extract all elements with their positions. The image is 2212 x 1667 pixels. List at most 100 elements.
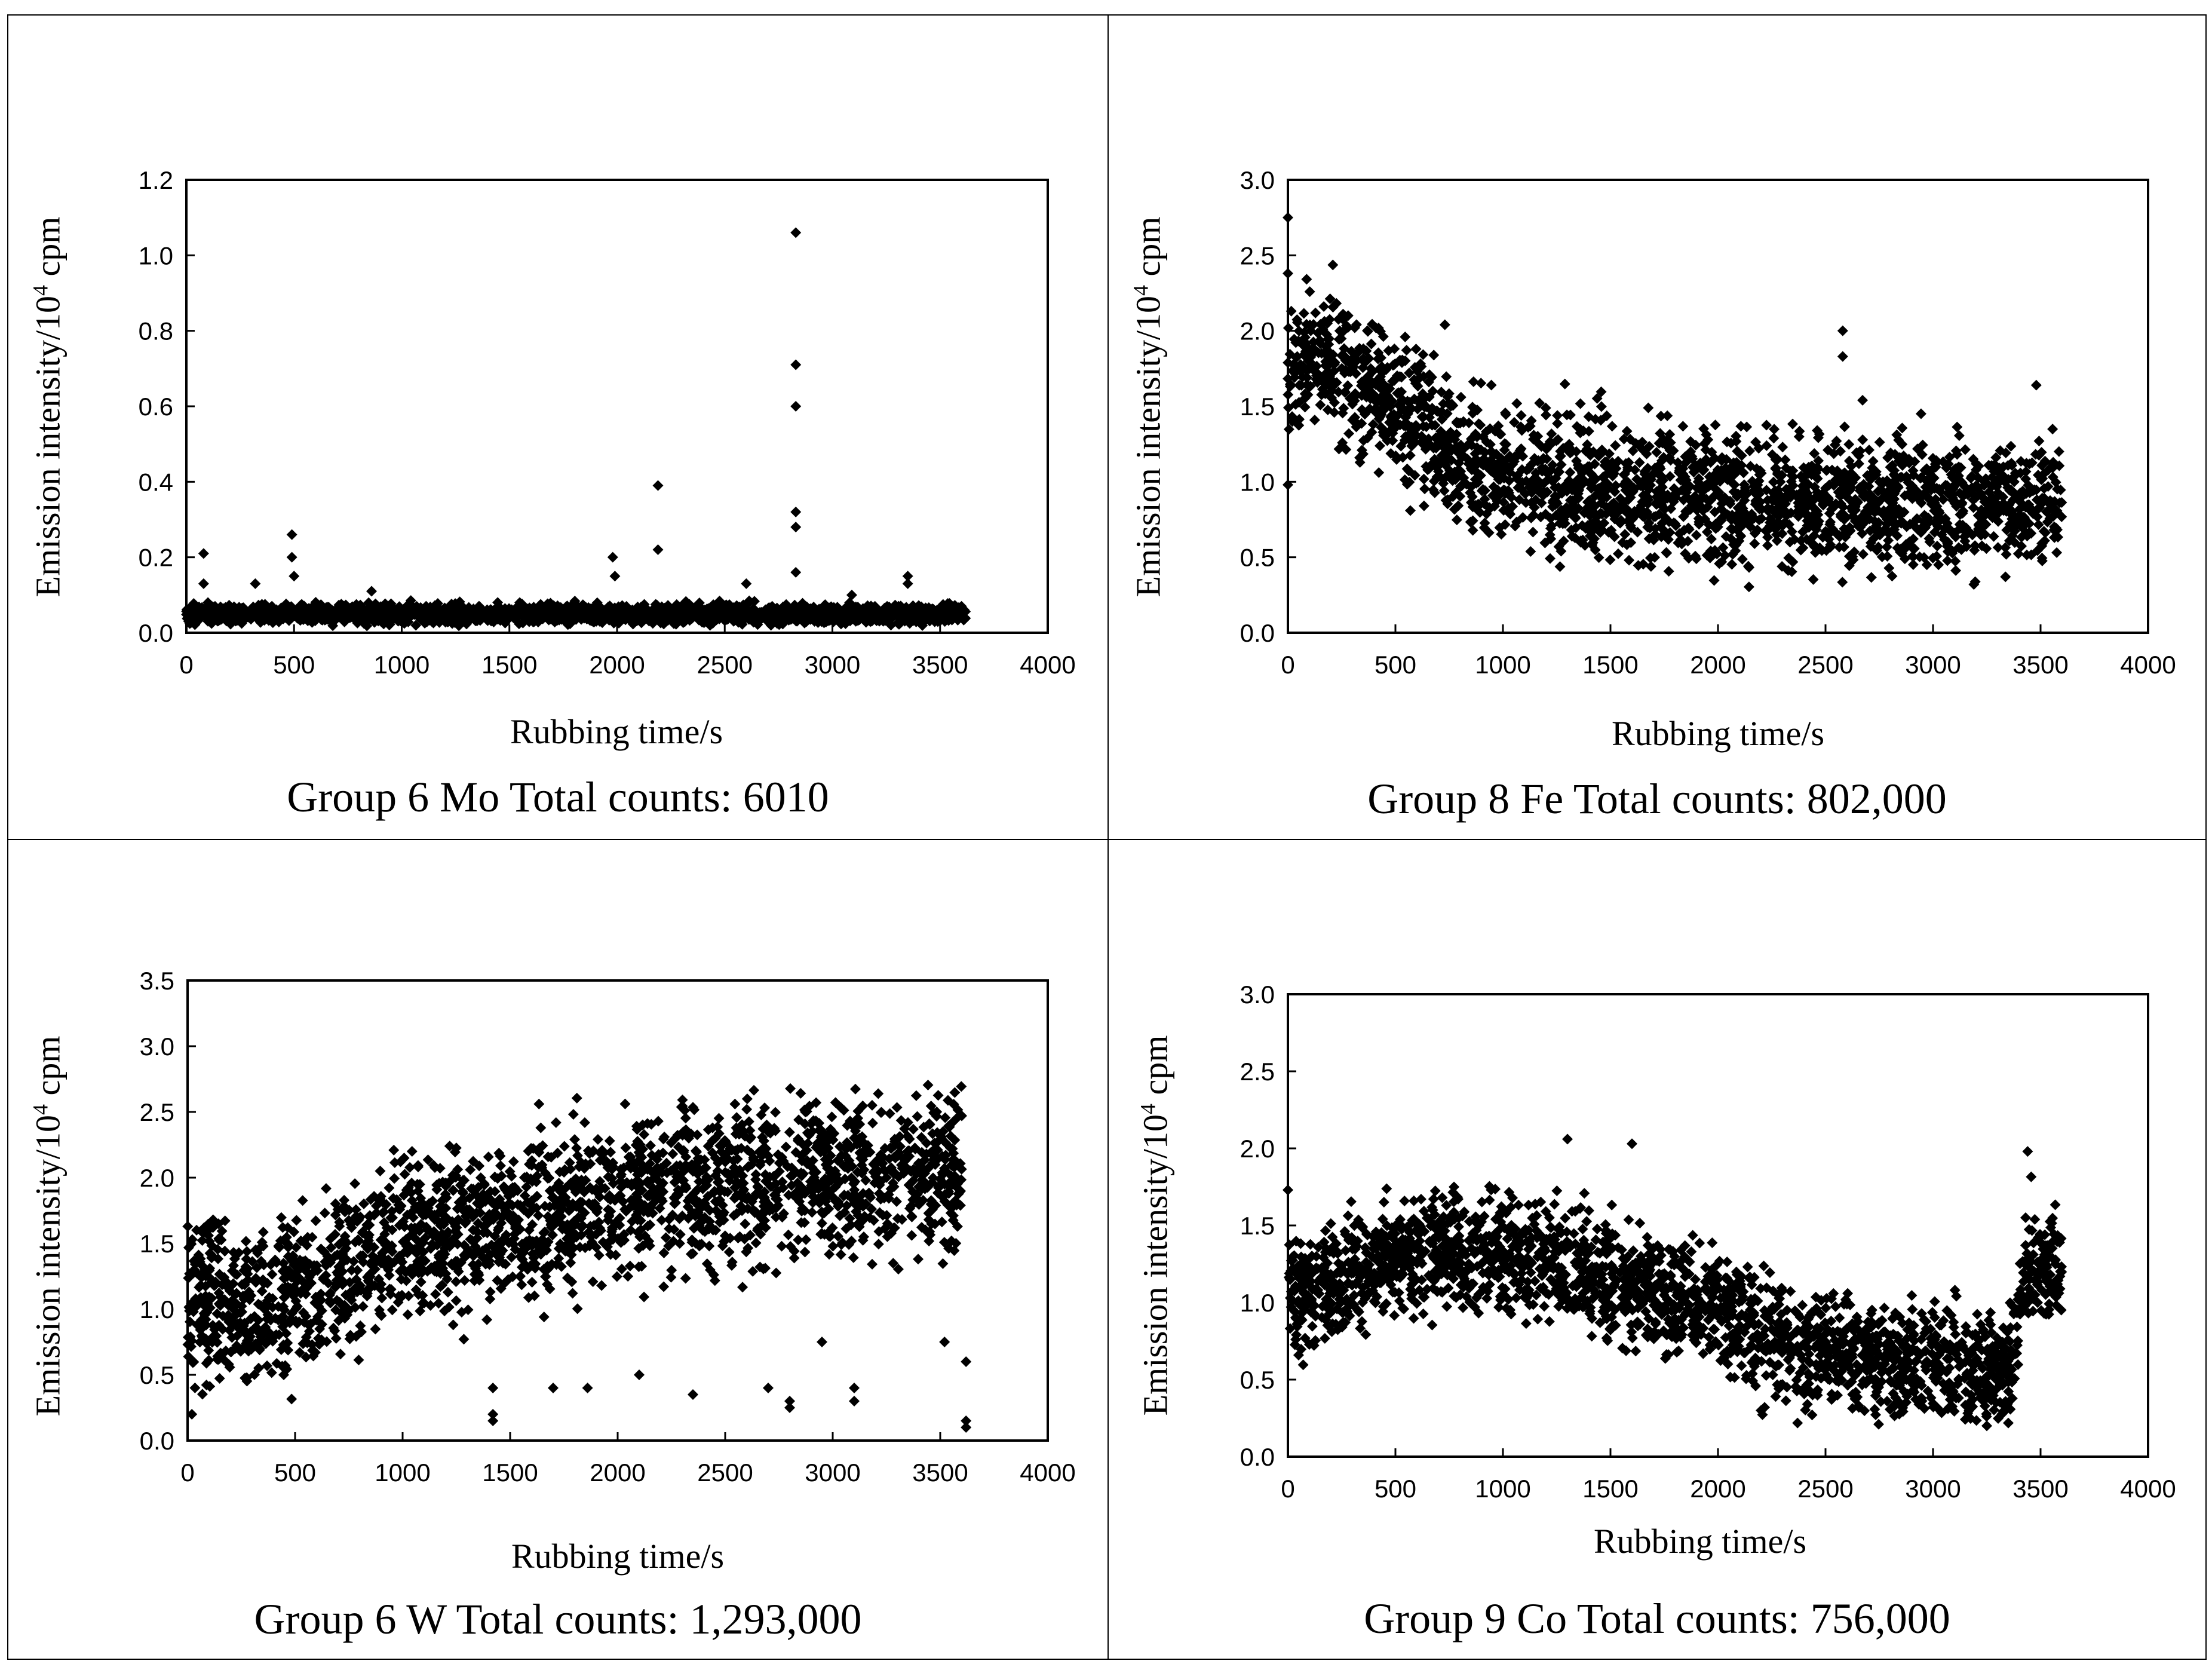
data-point xyxy=(1732,502,1744,514)
data-point xyxy=(902,571,913,582)
data-point xyxy=(1370,322,1382,333)
data-point xyxy=(1284,381,1296,392)
data-point xyxy=(607,551,618,563)
data-point xyxy=(1351,421,1362,433)
data-point xyxy=(801,601,812,612)
data-point xyxy=(1451,441,1462,452)
data-point xyxy=(1299,327,1310,338)
data-point xyxy=(1334,325,1345,336)
data-point xyxy=(1552,410,1563,421)
data-point xyxy=(1654,483,1665,495)
data-point xyxy=(849,1184,860,1196)
data-point xyxy=(1315,399,1326,410)
data-point xyxy=(1726,559,1738,570)
data-point xyxy=(1885,461,1896,473)
data-point xyxy=(1987,505,1999,517)
data-point xyxy=(1504,467,1515,478)
y-tick-label: 0.0 xyxy=(1240,619,1275,647)
data-point xyxy=(1425,439,1436,451)
data-point xyxy=(1691,482,1702,494)
data-point xyxy=(1649,529,1661,540)
data-point xyxy=(1394,371,1406,382)
data-point xyxy=(1517,451,1529,462)
data-point xyxy=(1812,432,1824,443)
data-point xyxy=(394,601,405,612)
y-tick-label: 2.5 xyxy=(140,1098,174,1126)
data-point xyxy=(959,613,971,624)
data-point xyxy=(1478,453,1489,465)
data-point xyxy=(1409,374,1420,385)
data-point xyxy=(1720,462,1731,474)
data-point xyxy=(1933,559,1944,571)
data-point xyxy=(1293,326,1305,337)
data-point xyxy=(1578,474,1590,486)
data-point xyxy=(1500,409,1511,420)
data-point xyxy=(487,605,499,617)
data-point xyxy=(1735,421,1747,432)
data-point xyxy=(1749,528,1760,539)
data-point xyxy=(1726,510,1738,521)
data-point xyxy=(570,608,582,619)
data-point xyxy=(1772,453,1783,465)
data-point xyxy=(411,606,422,618)
data-point xyxy=(693,614,704,626)
data-point xyxy=(1690,550,1701,562)
data-point xyxy=(1762,495,1773,506)
data-point xyxy=(1469,502,1481,513)
data-point xyxy=(1345,366,1356,378)
data-point xyxy=(1533,486,1545,498)
data-point xyxy=(392,611,404,622)
data-point xyxy=(1768,433,1780,444)
data-point xyxy=(1481,436,1492,448)
data-point xyxy=(1283,373,1294,384)
data-point xyxy=(1499,486,1510,497)
data-point xyxy=(1464,417,1475,428)
data-point xyxy=(1599,517,1610,529)
data-point xyxy=(1283,402,1294,413)
data-point xyxy=(1288,359,1299,370)
data-point xyxy=(1321,329,1332,340)
y-tick-label: 1.0 xyxy=(139,241,173,269)
data-point xyxy=(1423,376,1435,388)
data-point xyxy=(456,600,467,611)
data-point xyxy=(1728,486,1739,498)
data-point xyxy=(1711,548,1722,559)
data-point xyxy=(1301,274,1312,285)
data-point xyxy=(2042,464,2054,476)
y-tick-label: 0.8 xyxy=(139,317,173,345)
data-point xyxy=(544,607,556,618)
data-point xyxy=(1769,518,1780,529)
data-point xyxy=(1680,451,1691,462)
x-tick-label: 2500 xyxy=(697,651,753,679)
data-point xyxy=(1297,335,1309,347)
data-point xyxy=(893,1171,904,1182)
data-point xyxy=(944,597,955,609)
data-point xyxy=(1976,540,1987,551)
data-point xyxy=(1603,483,1614,494)
data-point xyxy=(1716,455,1728,466)
data-point xyxy=(609,602,621,614)
data-point xyxy=(1888,469,1900,480)
data-point xyxy=(1777,442,1788,453)
data-point xyxy=(1649,551,1661,563)
data-point xyxy=(1857,434,1869,446)
data-point xyxy=(1843,551,1855,562)
data-point xyxy=(2036,555,2048,566)
data-point xyxy=(1553,434,1564,445)
data-point xyxy=(1633,439,1644,451)
data-point xyxy=(1991,481,2002,492)
data-point xyxy=(731,615,743,627)
scatter-plot: 0.00.51.01.52.02.53.03.50 500 1000 1500 2000… xyxy=(140,967,1076,1487)
data-point xyxy=(1801,534,1812,545)
data-point xyxy=(1900,538,1912,550)
data-point xyxy=(940,611,952,623)
data-point xyxy=(1691,504,1702,516)
data-point xyxy=(1824,508,1835,519)
data-point xyxy=(1651,446,1662,458)
data-point xyxy=(1487,490,1498,501)
data-point xyxy=(1528,509,1539,520)
data-point xyxy=(1793,511,1804,522)
data-point xyxy=(1561,409,1573,421)
data-point xyxy=(1515,410,1527,421)
data-point xyxy=(1624,434,1636,445)
